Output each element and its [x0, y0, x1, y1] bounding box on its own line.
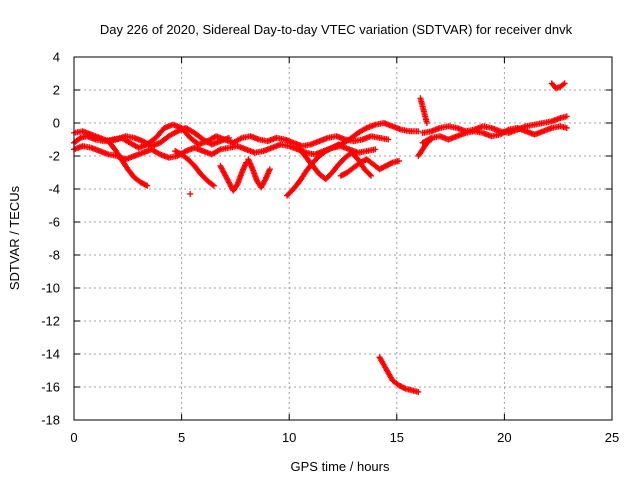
y-tick-label: -18 — [41, 413, 60, 428]
data-point — [266, 166, 273, 173]
series-track-b — [71, 141, 379, 163]
data-point — [395, 157, 402, 164]
y-tick-label: 4 — [53, 50, 60, 65]
series-track-c — [71, 124, 232, 150]
data-series — [71, 80, 570, 395]
series-track-n — [415, 136, 435, 159]
data-point — [209, 181, 216, 188]
data-point — [561, 80, 568, 87]
data-point — [563, 124, 570, 131]
series-track-e — [172, 148, 217, 189]
series-track-r — [187, 190, 194, 197]
series-track-m — [419, 123, 570, 146]
x-tick-label: 20 — [497, 430, 511, 445]
x-axis-label: GPS time / hours — [291, 459, 390, 474]
y-tick-label: -16 — [41, 380, 60, 395]
data-point — [415, 388, 422, 395]
data-point — [366, 171, 373, 178]
y-tick-label: -2 — [48, 149, 60, 164]
series-track-q — [548, 80, 568, 92]
data-point — [415, 128, 422, 135]
data-point — [187, 190, 194, 197]
data-point — [142, 182, 149, 189]
data-point — [423, 120, 430, 126]
data-point — [428, 136, 435, 143]
data-point — [388, 160, 395, 167]
data-point — [225, 134, 232, 141]
chart-title: Day 226 of 2020, Sidereal Day-to-day VTE… — [100, 22, 573, 37]
series-track-j — [337, 156, 402, 179]
data-point — [210, 182, 217, 189]
series-track-d — [105, 138, 151, 189]
y-tick-label: -10 — [41, 281, 60, 296]
x-tick-label: 15 — [390, 430, 404, 445]
data-point — [367, 172, 374, 179]
x-tick-label: 10 — [282, 430, 296, 445]
x-tick-label: 5 — [178, 430, 185, 445]
y-tick-label: 0 — [53, 116, 60, 131]
series-track-p — [376, 354, 422, 395]
series-track-o — [417, 95, 430, 126]
data-point — [401, 384, 408, 391]
data-point — [372, 146, 379, 153]
grid — [74, 57, 612, 420]
y-tick-label: -8 — [48, 248, 60, 263]
data-point — [385, 136, 392, 143]
series-track-k — [329, 120, 422, 151]
x-tick-label: 0 — [70, 430, 77, 445]
x-tick-label: 25 — [605, 430, 619, 445]
y-tick-label: 2 — [53, 83, 60, 98]
y-tick-label: -4 — [48, 182, 60, 197]
data-point — [563, 113, 570, 120]
y-tick-label: -6 — [48, 215, 60, 230]
y-tick-label: -12 — [41, 314, 60, 329]
series-track-g — [245, 156, 273, 191]
y-tick-label: -14 — [41, 347, 60, 362]
series-track-f — [217, 159, 250, 194]
data-point — [144, 182, 151, 189]
plot-frame — [73, 56, 613, 421]
y-axis-label: SDTVAR / TECUs — [7, 185, 22, 290]
